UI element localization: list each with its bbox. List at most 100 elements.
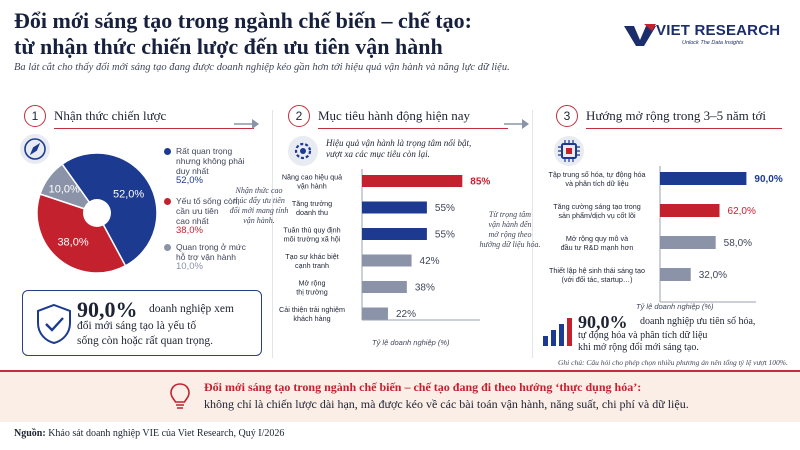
section-2-underline (318, 128, 508, 129)
logo-mark-icon (624, 24, 656, 46)
column-divider (532, 110, 533, 358)
legend-swatch (164, 148, 171, 155)
connector-note-2: Từ trọng tâm vận hành đến mở rộng theo h… (478, 210, 542, 250)
bar-value-label: 58,0% (724, 238, 752, 249)
section-3-underline (586, 128, 782, 129)
category-label: Tuân thủ quy định (283, 226, 340, 235)
bar-value-label: 42% (420, 256, 440, 267)
legend-swatch (164, 198, 171, 205)
source-text: Khảo sát doanh nghiệp VIE của Viet Resea… (45, 428, 285, 439)
legend-pct: 38,0% (176, 225, 203, 236)
logo-name: VIET RESEARCH (656, 22, 781, 39)
bar-value-label: 22% (396, 309, 416, 320)
bar-chart-icon (543, 318, 572, 346)
category-label: đầu tư R&D mạnh hơn (561, 243, 634, 252)
legend-pct: 10,0% (176, 261, 203, 272)
section-2-callout: Hiệu quả vận hành là trọng tâm nổi bật, … (326, 138, 471, 160)
legend-label: hỗ trợ vận hành (176, 252, 236, 262)
category-label: Mở rộng (298, 279, 325, 288)
bar (362, 281, 407, 293)
legend-label: Quan trọng ở mức (176, 242, 246, 252)
note-1-line: đổi mới mang tính (229, 206, 289, 215)
bar (362, 201, 427, 214)
note-2-line: mở rộng theo (488, 230, 532, 239)
pie-chart: 52,0% 38,0% 10,0% (36, 152, 158, 274)
bar (362, 254, 412, 267)
section-3-number: 3 (556, 105, 578, 127)
chip-icon (554, 136, 584, 166)
category-label: thị trường (296, 288, 328, 297)
category-label: (với đối tác, startup…) (561, 275, 632, 284)
legend-swatch (164, 244, 171, 251)
note-1-line: Nhận thức cao (235, 186, 283, 195)
column-divider (272, 110, 273, 358)
arrow-right-icon (234, 119, 259, 129)
section-2-header: 2 Mục tiêu hành động hiện nay (288, 104, 470, 128)
footnote: Ghi chú: Câu hỏi cho phép chọn nhiều phư… (558, 358, 788, 367)
legend-label: Yếu tố sống còn, (176, 196, 240, 206)
category-label: doanh thu (296, 208, 328, 217)
source-label: Nguồn: (14, 428, 46, 439)
pie-slice (39, 163, 99, 215)
bar (660, 268, 691, 281)
legend-label: cần ưu tiên (176, 206, 219, 216)
legend-label: duy nhất (176, 166, 209, 176)
category-label: khách hàng (293, 314, 330, 323)
note-2-line: hướng dữ liệu hóa. (479, 240, 541, 249)
pie-legend-item: Rất quan trọng nhưng không phải duy nhất 52… (164, 146, 262, 186)
section-1-title: Nhận thức chiến lược (54, 108, 167, 123)
source-note: Nguồn: Khảo sát doanh nghiệp VIE của Vie… (14, 428, 284, 439)
kpi-awareness-line-3: sống còn hoặc rất quan trọng. (77, 335, 214, 347)
connector-note-1: Nhận thức cao thúc đẩy ưu tiên đổi mới m… (228, 186, 290, 226)
title-line-1: Đổi mới sáng tạo trong ngành chế biến – … (14, 8, 472, 33)
bar-value-label: 32,0% (699, 270, 727, 281)
kpi-card-awareness: 90,0% doanh nghiệp xem đổi mới sáng tạo … (22, 290, 262, 356)
logo-tagline: Unlock The Data Insights (682, 40, 744, 46)
kpi-awareness-value: 90,0% (77, 297, 138, 322)
page-title: Đổi mới sáng tạo trong ngành chế biến – … (14, 8, 574, 60)
kpi-expansion-line-2: tự động hóa và phân tích dữ liệu (578, 330, 708, 341)
pie-legend-item: Quan trọng ở mức hỗ trợ vận hành 10,0% (164, 242, 262, 272)
lightbulb-icon (170, 383, 190, 409)
callout-line: Hiệu quả vận hành là trọng tâm nổi bật, (326, 138, 472, 148)
category-label: vận hành (297, 182, 327, 191)
category-label: Thiết lập hệ sinh thái sáng tạo (549, 266, 645, 275)
category-label: và phân tích dữ liệu (565, 179, 628, 188)
section-1-number: 1 (24, 105, 46, 127)
page-subtitle: Ba lát cắt cho thấy đổi mới sáng tạo đan… (14, 62, 510, 73)
chart-2-xlabel: Tỷ lệ doanh nghiệp (%) (372, 338, 450, 347)
note-1-line: vận hành. (243, 216, 275, 225)
bar-value-label: 62,0% (728, 206, 756, 217)
pie-slice (36, 193, 127, 274)
bar-value-label: 55% (435, 203, 455, 214)
compass-icon (20, 134, 50, 164)
note-2-line: Từ trọng tâm (488, 210, 532, 219)
kpi-awareness-line-1: doanh nghiệp xem (149, 303, 234, 315)
bar (362, 228, 427, 240)
shield-check-icon (37, 303, 71, 345)
category-label: sản phẩm/dịch vụ cốt lõi (558, 211, 636, 220)
section-1-underline (54, 128, 254, 129)
kpi-expansion-value: 90,0% (578, 312, 628, 332)
category-label: Mở rộng quy mô và (566, 234, 628, 243)
note-2-line: vận hành đến (488, 220, 532, 229)
category-label: Tạo sự khác biệt (285, 252, 339, 261)
category-label: Tăng cường sáng tạo trong (553, 202, 640, 211)
pie-slice-label: 38,0% (57, 236, 88, 248)
bar-value-label: 38% (415, 283, 435, 294)
bar-value-label: 90,0% (754, 174, 782, 185)
callout-line: vượt xa các mục tiêu còn lại. (326, 149, 430, 159)
legend-pct: 52,0% (176, 175, 203, 186)
section-1-header: 1 Nhận thức chiến lược (24, 104, 166, 128)
category-label: môi trường xã hội (284, 235, 341, 244)
section-2-number: 2 (288, 105, 310, 127)
bar (660, 236, 716, 249)
pie-slice-label: 10,0% (49, 184, 80, 196)
legend-label: nhưng không phải (176, 156, 245, 166)
pie-center (83, 199, 111, 227)
note-1-line: thúc đẩy ưu tiên (233, 196, 285, 205)
chart-3-xlabel: Tỷ lệ doanh nghiệp (%) (636, 302, 714, 311)
arrow-right-icon (504, 119, 529, 129)
